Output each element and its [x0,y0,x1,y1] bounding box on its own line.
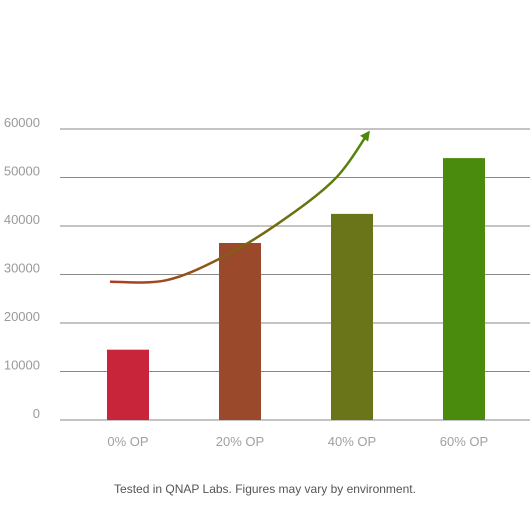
bar-20-op [219,242,261,420]
y-tick-label: 50000 [4,164,40,179]
bar-60-op [443,158,485,420]
y-tick-label: 30000 [4,261,40,276]
bars [107,158,485,420]
y-tick-label: 20000 [4,309,40,324]
trend-arrow-line [109,130,370,284]
trend-arrow [109,130,370,284]
x-category-label: 20% OP [216,434,264,449]
bar-40-op [331,213,373,420]
x-axis-category-labels: 0% OP 20% OP 40% OP 60% OP [107,434,488,449]
y-tick-label: 40000 [4,212,40,227]
x-category-label: 40% OP [328,434,376,449]
x-category-label: 60% OP [440,434,488,449]
y-axis-tick-labels: 0 10000 20000 30000 40000 50000 60000 [4,115,40,421]
y-tick-label: 10000 [4,358,40,373]
y-tick-label: 0 [33,406,40,421]
x-category-label: 0% OP [107,434,148,449]
bar-0-op [107,349,149,420]
footnote: Tested in QNAP Labs. Figures may vary by… [114,482,416,496]
y-tick-label: 60000 [4,115,40,130]
